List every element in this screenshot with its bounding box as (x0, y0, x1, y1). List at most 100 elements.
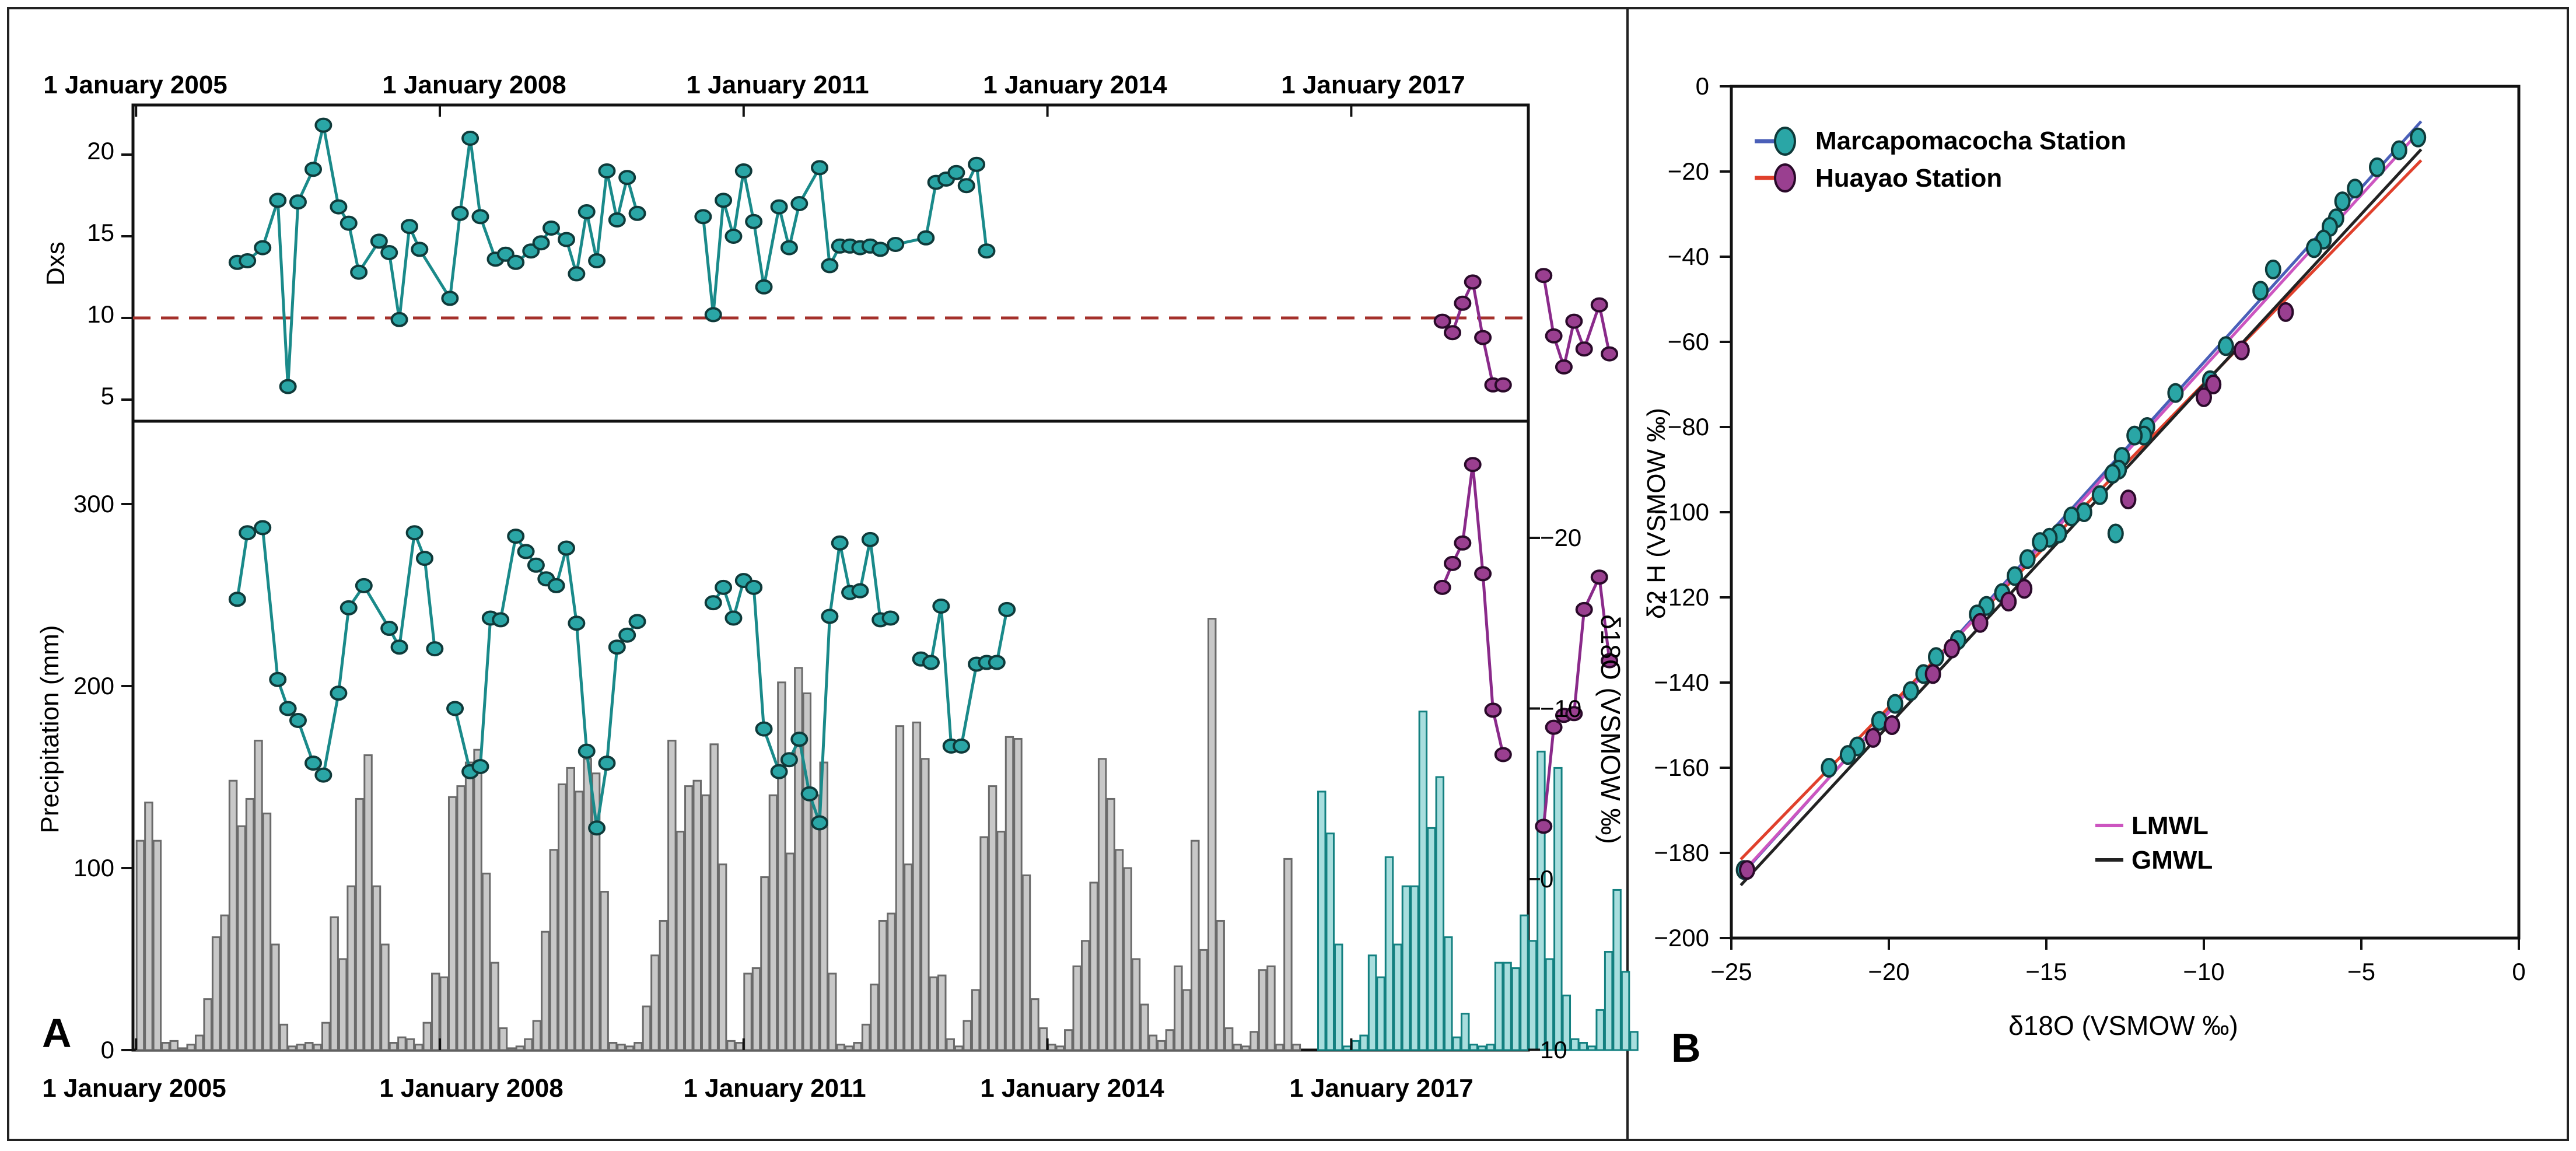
precip-bar (245, 797, 255, 1051)
precip-bar (1191, 839, 1200, 1051)
precip-bar (650, 954, 660, 1051)
precip-bar (1418, 711, 1428, 1051)
marcapomacocha-point (694, 209, 712, 225)
precip-bar (1055, 1045, 1065, 1051)
top-tick-2017: 1 January 2017 (1281, 71, 1465, 99)
marcapomacocha-point (588, 820, 606, 836)
precip-bar (971, 989, 981, 1051)
huayao-scatter-point (2277, 302, 2294, 322)
huayao-point (1601, 653, 1619, 669)
precip-bar (507, 1047, 516, 1051)
marcapomacocha-scatter-point (2334, 191, 2351, 212)
legend-lines: LMWL GMWL (2095, 811, 2213, 874)
b-ytick-minus40: −40 (1668, 243, 1709, 270)
marcapomacocha-point (978, 243, 996, 259)
marcapomacocha-point (289, 712, 307, 728)
precip-bar (456, 785, 466, 1051)
top-tick-2005: 1 January 2005 (43, 71, 228, 99)
marcapomacocha-point (755, 721, 773, 737)
precip-bar (1174, 965, 1183, 1051)
precip-bar (178, 1047, 187, 1051)
precip-bar (895, 725, 905, 1051)
precip-bar (760, 876, 769, 1051)
precip-bar (279, 1023, 289, 1051)
bottom-tick-2014: 1 January 2014 (980, 1074, 1164, 1103)
marcapomacocha-point (380, 245, 398, 260)
marcapomacocha-point (861, 531, 879, 547)
marcapomacocha-point (446, 701, 464, 716)
marcapomacocha-point (415, 551, 433, 566)
precip-bar (988, 785, 998, 1051)
precip-bar (549, 849, 559, 1051)
precip-bar (1460, 1013, 1470, 1051)
huayao-point (1575, 341, 1593, 357)
marcapomacocha-point (568, 615, 586, 631)
marcapomacocha-point (461, 131, 480, 146)
marcapomacocha-point (441, 291, 459, 306)
marcapomacocha-point (390, 312, 408, 327)
huayao-point (1474, 330, 1492, 345)
precip-bar (777, 681, 786, 1051)
precip-bar (1334, 943, 1343, 1051)
panel-a-label: A (42, 1010, 72, 1056)
precip-bar (617, 1044, 626, 1051)
marcapomacocha-scatter-point (1928, 647, 1944, 667)
marcapomacocha-scatter-point (2347, 179, 2364, 199)
dxs-tick-5: 5 (101, 382, 114, 410)
precip-bar (1528, 940, 1538, 1051)
marcapomacocha-point (400, 219, 418, 235)
marcapomacocha-point (527, 557, 545, 573)
precip-bar (288, 1045, 297, 1051)
precip-bar (541, 930, 550, 1051)
precip-bar (954, 1045, 964, 1051)
marcapomacocha-scatter-point (2264, 259, 2281, 279)
marcapomacocha-scatter-point (1902, 681, 1919, 701)
huayao-scatter-point (2000, 592, 2017, 612)
precip-bar (853, 1042, 862, 1051)
precip-bar (1587, 1045, 1597, 1051)
precip-bar (1477, 1045, 1487, 1051)
precip-bar (422, 1021, 432, 1051)
b-ytick-minus200: −200 (1654, 924, 1709, 951)
marcapomacocha-point (588, 253, 606, 268)
marcapomacocha-point (492, 612, 510, 628)
precip-bar (254, 740, 263, 1051)
precip-bar (1097, 758, 1107, 1051)
b-xtick-minus25: −25 (1710, 958, 1752, 985)
precip-bar (481, 872, 491, 1051)
precip-bar (296, 1044, 306, 1051)
precip-bar (211, 936, 221, 1051)
precip-bar (912, 721, 922, 1051)
marcapomacocha-point (881, 610, 900, 626)
precip-bar (600, 891, 609, 1051)
precip-bar (1182, 989, 1192, 1051)
marcapomacocha-point (239, 525, 257, 541)
precip-bar (330, 916, 339, 1051)
marcapomacocha-point (507, 529, 525, 544)
b-xtick-0: 0 (2512, 958, 2525, 985)
precip-bar (625, 1045, 635, 1051)
marcapomacocha-point (724, 610, 743, 626)
d18o-tick-10: 10 (1540, 1036, 1567, 1063)
marcapomacocha-scatter-point (2126, 425, 2143, 446)
marcapomacocha-scatter-point (2104, 464, 2121, 484)
huayao-scatter-point (2233, 340, 2250, 361)
huayao-scatter-point (2016, 579, 2033, 599)
marcapomacocha-point (578, 204, 596, 219)
precip-bar (1342, 1045, 1352, 1051)
huayao-scatter-point (1884, 715, 1901, 735)
b-ytick-minus20: −20 (1668, 158, 1709, 185)
precip-bar (1469, 1044, 1478, 1051)
legend-huayao-label: Huayao Station (1815, 164, 2002, 193)
precip-bar (659, 919, 668, 1051)
precip-bar (532, 1020, 542, 1051)
marcapomacocha-point (811, 160, 829, 176)
marcapomacocha-point (887, 237, 905, 252)
marcapomacocha-point (998, 601, 1016, 617)
huayao-point (1545, 719, 1563, 735)
dxs-tick-10: 10 (87, 300, 114, 328)
precip-bar (1266, 965, 1276, 1051)
marcapomacocha-point (507, 254, 525, 270)
precip-bar (1013, 737, 1023, 1051)
